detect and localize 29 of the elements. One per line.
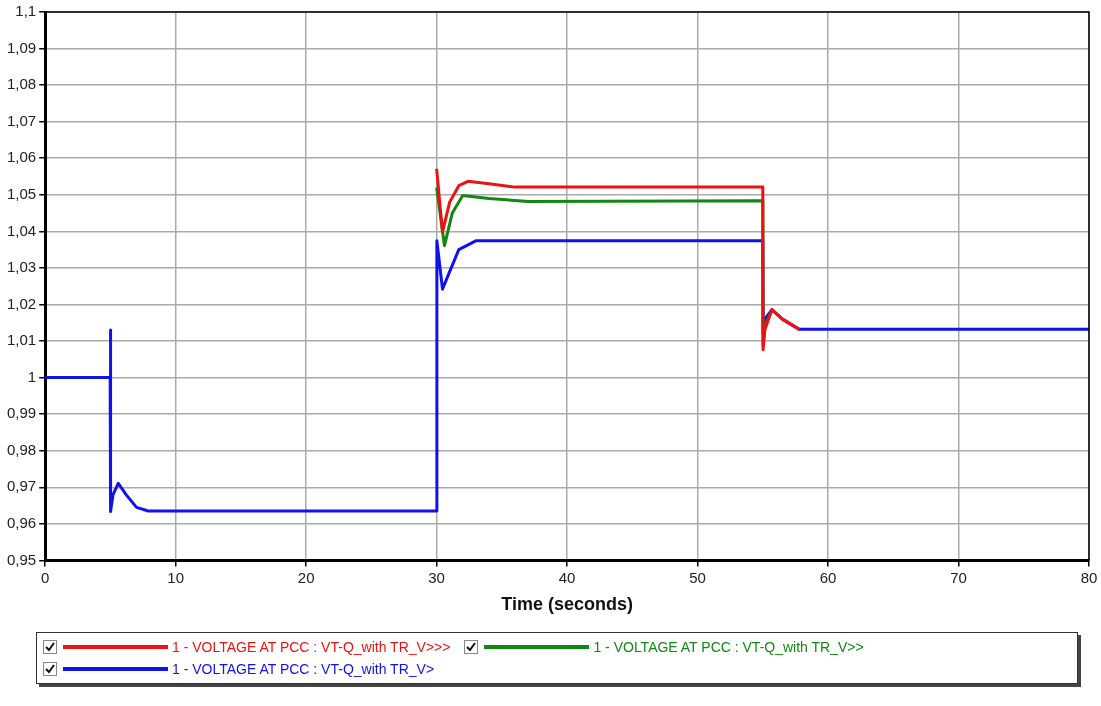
y-tick-label: 1,04 bbox=[6, 221, 37, 239]
y-tick-label: 1,06 bbox=[6, 148, 37, 166]
y-tick-label: 1,01 bbox=[6, 331, 37, 349]
x-tick-label: 60 bbox=[819, 568, 837, 586]
y-tick-label: 0,96 bbox=[6, 513, 37, 531]
y-tick-label: 1,05 bbox=[6, 184, 37, 202]
y-tick-label: 1,03 bbox=[6, 258, 37, 276]
x-tick-label: 70 bbox=[950, 568, 967, 586]
y-tick-label: 0,99 bbox=[6, 404, 37, 422]
y-tick-label: 1,08 bbox=[6, 75, 37, 93]
x-tick-label: 30 bbox=[428, 568, 445, 586]
x-tick-label: 0 bbox=[41, 568, 50, 586]
x-tick-label: 20 bbox=[297, 568, 315, 586]
y-tick-label: 1,02 bbox=[6, 294, 37, 312]
y-tick-label: 1,1 bbox=[15, 2, 37, 20]
text: 1 - VOLTAGE AT PCC : VT-Q_with TR_V>> bbox=[593, 639, 864, 655]
y-tick-label: 0,98 bbox=[6, 440, 37, 458]
y-tick-label: 1 bbox=[27, 367, 37, 385]
y-tick-label: 0,95 bbox=[6, 550, 37, 568]
x-axis-title: Time (seconds) bbox=[501, 594, 633, 615]
y-tick-label: 1,09 bbox=[6, 38, 37, 56]
x-tick-label: 50 bbox=[689, 568, 706, 586]
text: 1 - VOLTAGE AT PCC : VT-Q_with TR_V>>> bbox=[172, 639, 451, 655]
y-tick-label: 1,07 bbox=[6, 111, 37, 129]
x-tick-label: 10 bbox=[167, 568, 185, 586]
y-tick-label: 0,97 bbox=[6, 477, 37, 495]
text: 1 - VOLTAGE AT PCC : VT-Q_with TR_V> bbox=[172, 661, 435, 677]
x-tick-label: 40 bbox=[558, 568, 576, 586]
x-tick-label: 80 bbox=[1080, 568, 1098, 586]
